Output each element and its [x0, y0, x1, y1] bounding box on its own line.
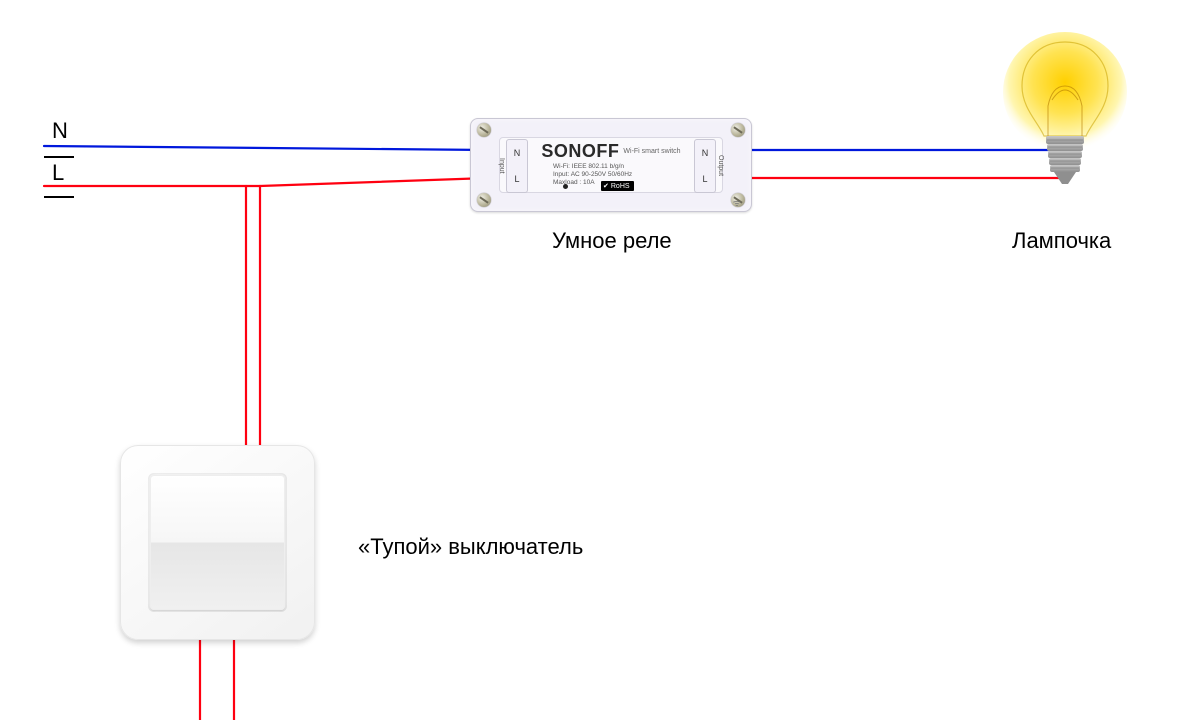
wifi-icon: ᯤ [733, 196, 741, 209]
wall-switch[interactable] [120, 445, 315, 640]
rohs-badge: RoHS [601, 181, 634, 191]
neutral-underline [44, 156, 74, 158]
smart-relay: Input N L Output N L SONOFFWi-Fi smart s… [470, 118, 752, 212]
relay-brand: SONOFF [541, 141, 619, 161]
relay-out-l: L [702, 175, 707, 184]
live-label: L [52, 160, 64, 186]
relay-in-l: L [514, 175, 519, 184]
live-underline [44, 196, 74, 198]
neutral-label: N [52, 118, 68, 144]
relay-subtitle: Wi-Fi smart switch [623, 148, 680, 155]
switch-rocker[interactable] [150, 475, 285, 610]
light-bulb [1000, 28, 1130, 208]
bulb-caption: Лампочка [1012, 228, 1111, 254]
relay-led [563, 184, 568, 189]
relay-caption: Умное реле [552, 228, 672, 254]
switch-caption: «Тупой» выключатель [358, 534, 583, 560]
